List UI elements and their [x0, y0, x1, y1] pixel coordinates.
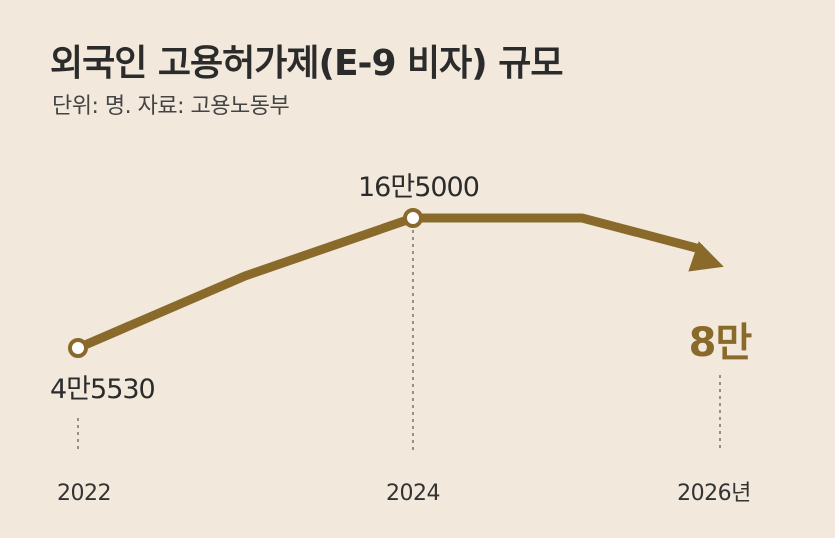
arrow-head: [688, 241, 724, 272]
data-label-1: 16만5000: [358, 172, 479, 203]
data-label-0: 4만5530: [50, 374, 155, 405]
x-tick-label-2: 2026년: [677, 481, 751, 506]
x-tick-label-1: 2024: [386, 481, 440, 506]
point-marker-2022: [68, 338, 88, 358]
x-tick-label-0: 2022: [57, 481, 111, 506]
chart-title: 외국인 고용허가제(E-9 비자) 규모: [50, 43, 564, 84]
data-label-2: 8만: [689, 320, 753, 366]
point-marker-2024: [403, 208, 423, 228]
series-line: [76, 213, 704, 353]
chart-subtitle: 단위: 명. 자료: 고용노동부: [52, 94, 290, 119]
